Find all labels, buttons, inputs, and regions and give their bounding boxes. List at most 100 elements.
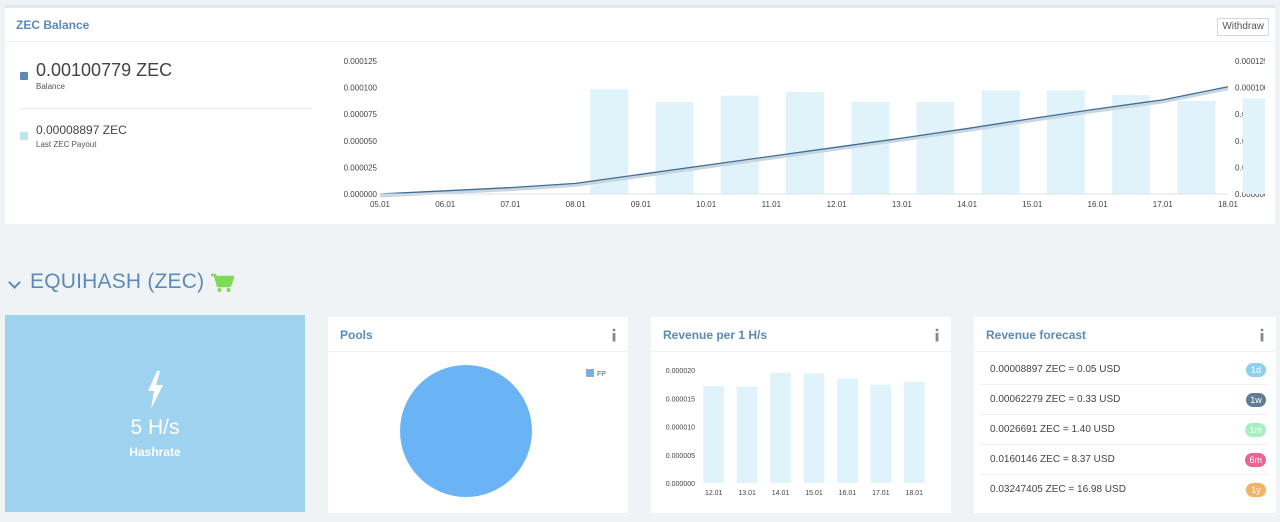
forecast-badge[interactable]: 6m xyxy=(1245,453,1266,467)
pools-title: Pools xyxy=(340,328,373,342)
info-icon[interactable] xyxy=(1258,328,1266,342)
x-tick-label: 17.01 xyxy=(1153,200,1174,209)
forecast-text: 0.0160146 ZEC = 8.37 USD xyxy=(990,454,1115,465)
top-strip xyxy=(5,5,1275,8)
chart-bar xyxy=(703,385,725,483)
payout-label: Last ZEC Payout xyxy=(36,140,97,149)
x-tick-label: 13.01 xyxy=(892,200,913,209)
hashrate-label: Hashrate xyxy=(129,445,181,459)
chart-bar xyxy=(720,95,759,194)
x-tick-label: 11.01 xyxy=(762,200,782,209)
revenue-per-title: Revenue per 1 H/s xyxy=(663,328,768,342)
payout-legend-square xyxy=(20,132,28,140)
pie-slice xyxy=(400,365,532,497)
y-tick-label-left: 0.000100 xyxy=(344,84,378,93)
chart-bar xyxy=(770,372,792,483)
chart-bar xyxy=(836,378,858,483)
x-tick-label: 17.01 xyxy=(872,490,890,497)
forecast-row: 0.00008897 ZEC = 0.05 USD 1d xyxy=(979,355,1269,385)
chart-bar xyxy=(1112,95,1151,194)
withdraw-button[interactable]: Withdraw xyxy=(1217,18,1269,36)
forecast-text: 0.00008897 ZEC = 0.05 USD xyxy=(990,364,1121,375)
revenue-forecast-card-header: Revenue forecast xyxy=(974,317,1276,352)
chart-bar xyxy=(1177,100,1216,194)
x-tick-label: 15.01 xyxy=(1022,200,1043,209)
y-tick-label-left: 0.000025 xyxy=(344,163,378,172)
revenue-forecast-card: Revenue forecast 0.00008897 ZEC = 0.05 U… xyxy=(974,317,1276,513)
x-tick-label: 14.01 xyxy=(772,490,790,497)
revenue-per-card: Revenue per 1 H/s 0.000000 0.000005 0.0000… xyxy=(651,317,951,513)
chart-bar xyxy=(903,381,925,483)
chevron-down-icon[interactable] xyxy=(8,276,21,289)
x-tick-label: 13.01 xyxy=(738,490,756,497)
x-tick-label: 07.01 xyxy=(500,200,521,209)
chart-bar xyxy=(870,384,892,483)
bolt-icon xyxy=(148,371,163,409)
y-tick-label-right: 0.000100 xyxy=(1235,84,1265,93)
x-tick-label: 16.01 xyxy=(1088,200,1109,209)
x-tick-label: 18.01 xyxy=(906,490,924,497)
x-tick-label: 12.01 xyxy=(827,200,848,209)
chart-bar xyxy=(981,90,1020,194)
pools-legend-label: FP xyxy=(597,371,606,378)
pools-card: Pools FP xyxy=(328,317,628,513)
x-tick-label: 10.01 xyxy=(696,200,717,209)
pools-pie-chart xyxy=(400,365,532,497)
chart-line xyxy=(379,86,1229,195)
x-tick-label: 16.01 xyxy=(839,490,857,497)
balance-value: 0.00100779 ZEC xyxy=(36,60,173,80)
hashrate-value: 5 H/s xyxy=(130,416,180,439)
y-tick-label-right: 0.000000 xyxy=(1235,190,1265,199)
forecast-row: 0.03247405 ZEC = 16.98 USD 1y xyxy=(979,475,1269,505)
forecast-row: 0.0160146 ZEC = 8.37 USD 6m xyxy=(979,445,1269,475)
forecast-text: 0.0026691 ZEC = 1.40 USD xyxy=(990,424,1115,435)
hashrate-tile: 5 H/s Hashrate xyxy=(5,315,305,512)
y-tick-label-left: 0.000125 xyxy=(344,57,378,66)
balance-panel-header: ZEC Balance Withdraw xyxy=(5,8,1275,42)
y-tick-label-right: 0.000125 xyxy=(1235,57,1265,66)
section-title: EQUIHASH (ZEC) xyxy=(30,270,205,293)
y-tick-label-left: 0.000000 xyxy=(344,190,378,199)
balance-panel: ZEC Balance Withdraw 0.00100779 ZEC Bala… xyxy=(5,8,1275,224)
info-icon[interactable] xyxy=(933,328,941,342)
forecast-badge[interactable]: 1w xyxy=(1246,393,1266,407)
chart-bar xyxy=(1242,98,1265,194)
chart-bar xyxy=(803,373,825,483)
forecast-badge[interactable]: 1m xyxy=(1245,423,1266,437)
y-tick-label: 0.000010 xyxy=(666,425,695,432)
chart-bar xyxy=(851,101,890,194)
y-tick-label-left: 0.000050 xyxy=(344,137,378,146)
payout-value: 0.00008897 ZEC xyxy=(36,123,127,137)
chart-bar xyxy=(1046,90,1085,194)
info-icon[interactable] xyxy=(610,328,618,342)
pools-legend[interactable]: FP xyxy=(586,369,606,378)
x-tick-label: 08.01 xyxy=(566,200,587,209)
x-tick-label: 05.01 xyxy=(370,200,391,209)
forecast-list: 0.00008897 ZEC = 0.05 USD 1d 0.00062279 … xyxy=(974,355,1276,510)
x-tick-label: 06.01 xyxy=(435,200,456,209)
chart-bar xyxy=(786,91,824,194)
forecast-row: 0.00062279 ZEC = 0.33 USD 1w xyxy=(979,385,1269,415)
y-tick-label: 0.000000 xyxy=(666,481,695,488)
forecast-badge[interactable]: 1y xyxy=(1246,483,1266,497)
stat-divider xyxy=(20,108,312,109)
chart-bar xyxy=(655,101,694,194)
y-tick-label: 0.000020 xyxy=(666,368,695,375)
chart-line-shadow xyxy=(379,87,1229,198)
forecast-badge[interactable]: 1d xyxy=(1246,363,1266,377)
x-tick-label: 18.01 xyxy=(1218,200,1239,209)
cart-icon[interactable] xyxy=(210,273,234,293)
forecast-text: 0.00062279 ZEC = 0.33 USD xyxy=(990,394,1121,405)
revenue-per-chart: 0.000000 0.000005 0.000010 0.000015 0.000020… xyxy=(666,368,925,497)
x-tick-label: 14.01 xyxy=(957,200,978,209)
balance-legend-square xyxy=(20,72,28,80)
pools-card-header: Pools xyxy=(328,317,628,352)
y-tick-label-left: 0.000075 xyxy=(344,110,378,119)
chart-bar xyxy=(736,386,758,483)
y-tick-label: 0.000015 xyxy=(666,396,695,403)
balance-label: Balance xyxy=(36,82,65,91)
pools-legend-swatch xyxy=(586,369,594,377)
forecast-row: 0.0026691 ZEC = 1.40 USD 1m xyxy=(979,415,1269,445)
y-tick-label: 0.000005 xyxy=(666,453,695,460)
x-tick-label: 09.01 xyxy=(631,200,652,209)
